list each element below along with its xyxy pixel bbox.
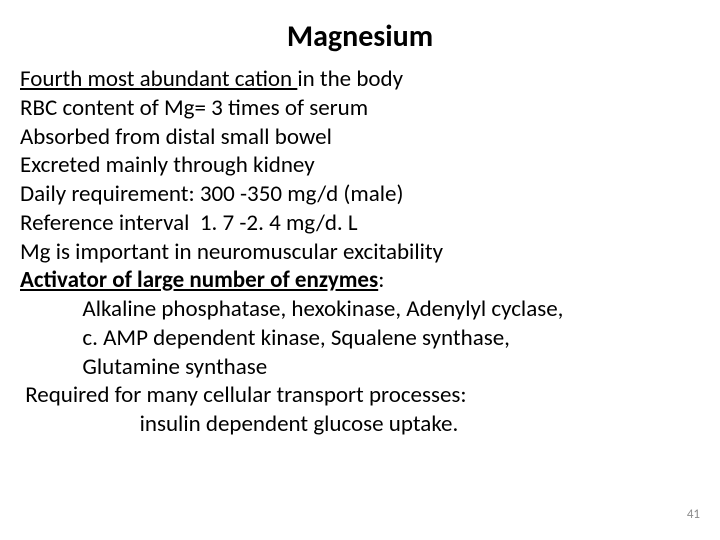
body-line-6: Reference interval 1. 7 -2. 4 mg/d. L <box>20 209 700 238</box>
page-number: 41 <box>687 507 700 522</box>
body-line-11: Glutamine synthase <box>20 353 700 382</box>
body-line-8: Activator of large number of enzymes: <box>20 266 700 295</box>
text-fragment: : <box>378 266 384 294</box>
text-fragment: in the body <box>297 65 403 93</box>
bold-underline-fragment: Activator of large number of enzymes <box>20 266 378 294</box>
slide-body: Fourth most abundant cation in the body … <box>20 65 700 439</box>
body-line-12: Required for many cellular transport pro… <box>20 381 700 410</box>
body-line-5: Daily requirement: 300 -350 mg/d (male) <box>20 180 700 209</box>
slide: Magnesium Fourth most abundant cation in… <box>0 0 720 540</box>
body-line-1: Fourth most abundant cation in the body <box>20 65 700 94</box>
underline-fragment: Fourth most abundant cation <box>20 65 297 93</box>
body-line-10: c. AMP dependent kinase, Squalene syntha… <box>20 324 700 353</box>
body-line-3: Absorbed from distal small bowel <box>20 123 700 152</box>
body-line-4: Excreted mainly through kidney <box>20 151 700 180</box>
body-line-13: insulin dependent glucose uptake. <box>20 410 700 439</box>
body-line-9: Alkaline phosphatase, hexokinase, Adenyl… <box>20 295 700 324</box>
body-line-7: Mg is important in neuromuscular excitab… <box>20 238 700 267</box>
slide-title: Magnesium <box>20 18 700 55</box>
body-line-2: RBC content of Mg= 3 times of serum <box>20 94 700 123</box>
